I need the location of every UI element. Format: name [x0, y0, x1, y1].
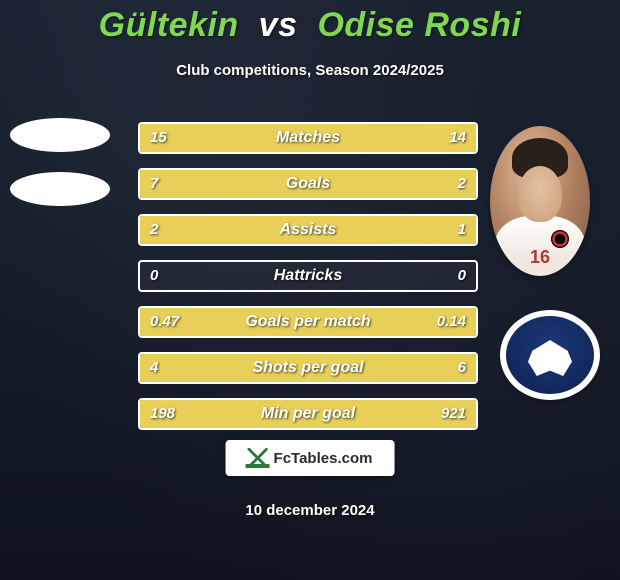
stat-value-left: 198 — [140, 400, 185, 428]
player2-portrait: 16 — [490, 126, 590, 276]
portrait-placeholder-shape — [10, 118, 110, 152]
stat-value-right: 0.14 — [427, 308, 476, 336]
club-badge-outer — [500, 310, 600, 400]
stat-value-right: 14 — [439, 124, 476, 152]
stat-value-right: 0 — [448, 262, 476, 290]
player1-portrait — [10, 118, 110, 278]
stat-value-left: 0.47 — [140, 308, 189, 336]
stat-bar-right — [274, 354, 476, 382]
stat-value-left: 4 — [140, 354, 168, 382]
player2-jersey: 16 — [495, 216, 585, 276]
stat-value-left: 0 — [140, 262, 168, 290]
stat-value-right: 921 — [431, 400, 476, 428]
stat-row: 198921Min per goal — [138, 398, 478, 430]
stat-bar-left — [140, 170, 401, 198]
vs-label: vs — [259, 6, 298, 44]
portrait-placeholder-shape — [10, 172, 110, 206]
stat-value-left: 7 — [140, 170, 168, 198]
stat-bar-left — [140, 216, 364, 244]
branding-pill: FcTables.com — [226, 440, 395, 476]
stat-row: 46Shots per goal — [138, 352, 478, 384]
stat-row: 21Assists — [138, 214, 478, 246]
stats-panel: 1514Matches72Goals21Assists00Hattricks0.… — [138, 122, 478, 444]
stat-value-right: 2 — [448, 170, 476, 198]
stat-value-right: 1 — [448, 216, 476, 244]
portrait-face — [518, 166, 562, 222]
player2-jersey-number: 16 — [495, 247, 585, 268]
comparison-title: Gültekin vs Odise Roshi — [0, 6, 620, 45]
stat-row: 0 0Hattricks — [138, 260, 478, 292]
jersey-crest-icon — [551, 230, 569, 248]
fctables-logo-icon — [248, 448, 268, 468]
stat-value-left: 15 — [140, 124, 177, 152]
stat-row: 1514Matches — [138, 122, 478, 154]
stat-label: Hattricks — [140, 262, 476, 290]
branding-label: FcTables.com — [274, 450, 373, 467]
stat-value-left: 2 — [140, 216, 168, 244]
stat-row: 0.470.14Goals per match — [138, 306, 478, 338]
stat-row: 72Goals — [138, 168, 478, 200]
subtitle: Club competitions, Season 2024/2025 — [0, 62, 620, 79]
player2-club-badge — [500, 310, 600, 400]
player1-name: Gültekin — [99, 6, 239, 44]
stat-value-right: 6 — [448, 354, 476, 382]
date-label: 10 december 2024 — [0, 502, 620, 519]
player2-name: Odise Roshi — [317, 6, 521, 44]
